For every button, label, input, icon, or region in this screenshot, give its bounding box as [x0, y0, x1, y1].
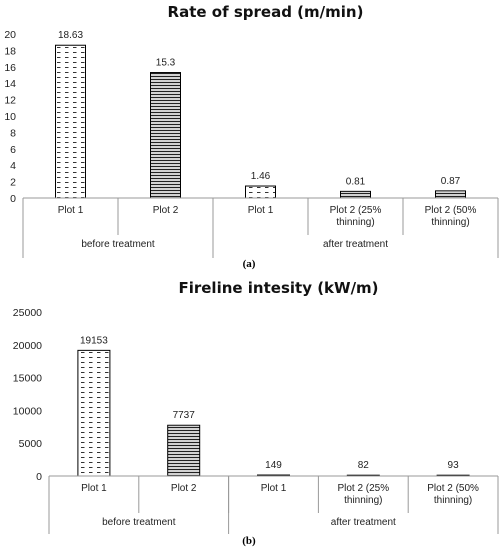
y-tick-label: 18	[4, 45, 16, 57]
bar-2	[167, 424, 201, 477]
category-label-line: thinning)	[434, 495, 472, 506]
group-label: after treatment	[323, 239, 388, 250]
category-label-line: Plot 2 (25%	[337, 483, 389, 494]
bar-1	[77, 349, 111, 477]
data-label: 82	[358, 460, 370, 471]
category-label-line: Plot 1	[261, 483, 287, 494]
data-label: 0.81	[346, 176, 366, 187]
category-label: Plot 2	[153, 205, 179, 216]
bar-4	[340, 190, 371, 199]
category-label-line: Plot 2 (50%	[425, 205, 477, 216]
category-label: Plot 1	[261, 483, 287, 494]
fireline-intensity-chart: Fireline intesity (kW/m) 0 5000 10000 15000 2…	[13, 279, 499, 547]
y-tick-label: 10000	[13, 405, 42, 417]
y-tick-label: 0	[36, 471, 42, 483]
bar-3	[245, 185, 276, 199]
chart-title: Rate of spread (m/min)	[168, 3, 364, 21]
category-label: Plot 1	[81, 483, 107, 494]
y-tick-label: 6	[10, 144, 16, 156]
category-label-line: Plot 2 (25%	[330, 205, 382, 216]
category-label-line: Plot 2 (50%	[427, 483, 479, 494]
category-label-line: Plot 1	[58, 205, 84, 216]
category-label: Plot 2	[171, 483, 197, 494]
data-label: 15.3	[156, 58, 176, 69]
y-tick-label: 4	[10, 160, 16, 172]
category-label-line: Plot 2	[171, 483, 197, 494]
data-label: 1.46	[251, 171, 271, 182]
rate-of-spread-chart: Rate of spread (m/min) 0 2 4 6 8 10 12 14 16 18 20 1…	[4, 3, 499, 270]
y-tick-label: 12	[4, 95, 16, 107]
category-label-line: Plot 1	[248, 205, 274, 216]
data-label: 19153	[80, 335, 108, 346]
y-tick-label: 16	[4, 62, 16, 74]
y-tick-label: 5000	[19, 438, 43, 450]
category-label: Plot 2 (25% thinning)	[330, 205, 382, 228]
category-label-line: Plot 1	[81, 483, 107, 494]
data-label: 0.87	[441, 176, 461, 187]
bar-5	[435, 190, 466, 199]
panel-label: (a)	[243, 258, 256, 270]
group-label: after treatment	[331, 517, 396, 528]
category-label-line: thinning)	[431, 217, 469, 228]
y-tick-label: 2	[10, 177, 16, 189]
group-label: before treatment	[81, 239, 155, 250]
category-label: Plot 1	[58, 205, 84, 216]
category-label: Plot 2 (50% thinning)	[425, 205, 477, 228]
y-tick-label: 0	[10, 193, 16, 205]
data-label: 18.63	[58, 30, 83, 41]
y-tick-label: 25000	[13, 307, 42, 319]
data-label: 7737	[173, 410, 196, 421]
bar-2	[150, 72, 181, 199]
y-tick-label: 14	[4, 78, 16, 90]
chart-title: Fireline intesity (kW/m)	[178, 279, 378, 297]
y-tick-label: 10	[4, 111, 16, 123]
group-label: before treatment	[102, 517, 176, 528]
y-tick-label: 15000	[13, 373, 42, 385]
category-label: Plot 1	[248, 205, 274, 216]
y-tick-label: 20	[4, 29, 16, 41]
data-label: 93	[448, 460, 460, 471]
category-label-line: thinning)	[336, 217, 374, 228]
category-label-line: Plot 2	[153, 205, 179, 216]
y-tick-label: 8	[10, 127, 16, 139]
category-label-line: thinning)	[344, 495, 382, 506]
category-label: Plot 2 (50% thinning)	[427, 483, 479, 506]
panel-label: (b)	[242, 535, 256, 547]
y-tick-label: 20000	[13, 340, 42, 352]
category-label: Plot 2 (25% thinning)	[337, 483, 389, 506]
bar-1	[55, 44, 86, 199]
data-label: 149	[265, 460, 282, 471]
